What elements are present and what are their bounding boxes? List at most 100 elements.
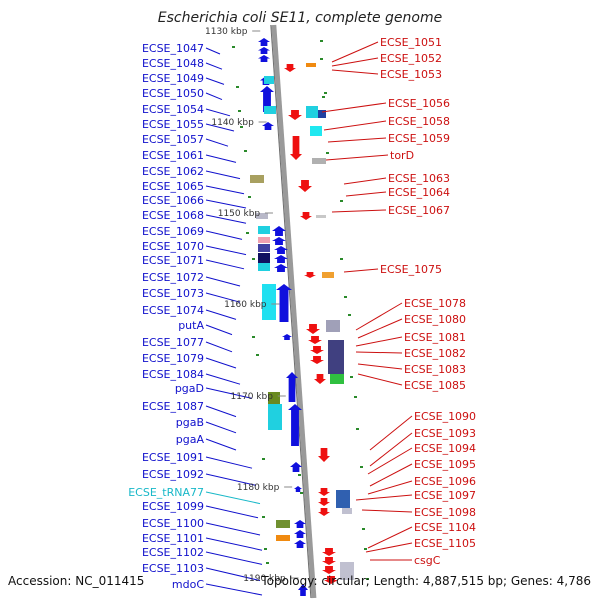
reverse-gene-arrow[interactable] <box>318 488 330 496</box>
gene-label-right[interactable]: ECSE_1058 <box>388 115 450 128</box>
gene-label-left[interactable]: ECSE_1091 <box>142 451 204 464</box>
gene-label-right[interactable]: ECSE_1094 <box>414 442 476 455</box>
grey-block[interactable] <box>312 158 326 164</box>
forward-gene-arrow[interactable] <box>294 486 302 492</box>
reverse-gene-arrow[interactable] <box>324 576 338 584</box>
gene-label-left[interactable]: ECSE_1061 <box>142 149 204 162</box>
reverse-gene-arrow[interactable] <box>300 212 312 220</box>
green-block[interactable] <box>330 374 344 384</box>
gene-label-left[interactable]: ECSE_1049 <box>142 72 204 85</box>
gene-label-left[interactable]: ECSE_1101 <box>142 532 204 545</box>
forward-gene-arrow[interactable] <box>290 462 302 472</box>
reverse-gene-arrow[interactable] <box>322 566 336 574</box>
grey-block[interactable] <box>326 320 340 332</box>
grey-block[interactable] <box>256 213 268 219</box>
gene-label-right[interactable]: ECSE_1083 <box>404 363 466 376</box>
forward-gene-arrow[interactable] <box>274 246 288 254</box>
reverse-gene-arrow[interactable] <box>322 548 336 556</box>
reverse-gene-arrow[interactable] <box>290 136 302 160</box>
reverse-gene-arrow[interactable] <box>310 356 324 364</box>
gene-label-right[interactable]: ECSE_1080 <box>404 313 466 326</box>
gene-label-right[interactable]: ECSE_1098 <box>414 506 476 519</box>
gene-label-right[interactable]: ECSE_1067 <box>388 204 450 217</box>
navy-block[interactable] <box>258 244 270 252</box>
gene-label-left[interactable]: pgaD <box>175 382 204 395</box>
olive-block[interactable] <box>276 520 290 528</box>
forward-gene-arrow[interactable] <box>288 404 302 446</box>
gene-label-left[interactable]: putA <box>178 319 204 332</box>
grey-block[interactable] <box>316 215 326 218</box>
gene-label-left[interactable]: pgaB <box>176 416 204 429</box>
orange-block[interactable] <box>322 272 334 278</box>
gene-label-left[interactable]: ECSE_1069 <box>142 225 204 238</box>
gene-label-left[interactable]: ECSE_1099 <box>142 500 204 513</box>
gene-label-left[interactable]: ECSE_1057 <box>142 133 204 146</box>
gene-label-left[interactable]: ECSE_1068 <box>142 209 204 222</box>
reverse-gene-arrow[interactable] <box>322 557 336 565</box>
reverse-gene-arrow[interactable] <box>310 346 324 354</box>
pink-block[interactable] <box>258 237 270 243</box>
orange-block[interactable] <box>276 535 290 541</box>
gene-label-left[interactable]: ECSE_1077 <box>142 336 204 349</box>
reverse-gene-arrow[interactable] <box>318 448 330 462</box>
forward-gene-arrow[interactable] <box>286 372 298 402</box>
reverse-gene-arrow[interactable] <box>284 64 296 72</box>
reverse-gene-arrow[interactable] <box>318 508 330 516</box>
forward-gene-arrow[interactable] <box>272 237 286 245</box>
forward-gene-arrow[interactable] <box>294 540 306 548</box>
gene-label-left[interactable]: ECSE_1102 <box>142 546 204 559</box>
gene-label-left[interactable]: ECSE_1070 <box>142 240 204 253</box>
gene-label-left[interactable]: mdoC <box>172 578 204 591</box>
gene-label-left[interactable]: ECSE_1054 <box>142 103 204 116</box>
cyan-block[interactable] <box>258 263 270 271</box>
forward-gene-arrow[interactable] <box>258 38 270 46</box>
gene-label-left[interactable]: ECSE_1073 <box>142 287 204 300</box>
reverse-gene-arrow[interactable] <box>306 324 320 334</box>
cyan-block[interactable] <box>268 404 282 430</box>
gene-label-right[interactable]: ECSE_1052 <box>380 52 442 65</box>
reverse-gene-arrow[interactable] <box>288 110 302 120</box>
gene-label-left[interactable]: ECSE_1062 <box>142 165 204 178</box>
cyan-block[interactable] <box>306 106 318 118</box>
reverse-gene-arrow[interactable] <box>304 272 316 278</box>
gene-label-right[interactable]: ECSE_1105 <box>414 537 476 550</box>
gene-label-left[interactable]: ECSE_1092 <box>142 468 204 481</box>
gene-label-right[interactable]: ECSE_1075 <box>380 263 442 276</box>
forward-gene-arrow[interactable] <box>260 86 274 112</box>
forward-gene-arrow[interactable] <box>258 47 270 54</box>
reverse-gene-arrow[interactable] <box>314 374 326 384</box>
gene-label-right[interactable]: ECSE_1051 <box>380 36 442 49</box>
gene-label-right[interactable]: ECSE_1096 <box>414 475 476 488</box>
navy-block[interactable] <box>318 110 326 118</box>
gene-label-left[interactable]: ECSE_1050 <box>142 87 204 100</box>
olive-block[interactable] <box>250 175 264 183</box>
navy-block[interactable] <box>258 253 270 263</box>
gene-label-left[interactable]: ECSE_1103 <box>142 562 204 575</box>
gene-label-left[interactable]: ECSE_tRNA77 <box>128 486 204 499</box>
gene-label-right[interactable]: ECSE_1053 <box>380 68 442 81</box>
gene-label-left[interactable]: ECSE_1100 <box>142 517 204 530</box>
reverse-gene-arrow[interactable] <box>318 498 330 506</box>
cyan-block[interactable] <box>264 76 274 84</box>
gene-label-left[interactable]: ECSE_1087 <box>142 400 204 413</box>
forward-gene-arrow[interactable] <box>298 584 308 596</box>
gene-label-left[interactable]: ECSE_1072 <box>142 271 204 284</box>
reverse-gene-arrow[interactable] <box>298 180 312 192</box>
forward-gene-arrow[interactable] <box>294 520 306 528</box>
forward-gene-arrow[interactable] <box>262 122 274 130</box>
forward-gene-arrow[interactable] <box>294 530 306 538</box>
gene-label-left[interactable]: pgaA <box>176 433 205 446</box>
olive-block[interactable] <box>268 392 280 404</box>
reverse-gene-arrow[interactable] <box>308 336 322 344</box>
gene-label-left[interactable]: ECSE_1055 <box>142 118 204 131</box>
cyan-block[interactable] <box>264 106 276 114</box>
gene-label-right[interactable]: ECSE_1064 <box>388 186 450 199</box>
gene-label-right[interactable]: ECSE_1056 <box>388 97 450 110</box>
gene-label-left[interactable]: ECSE_1047 <box>142 42 204 55</box>
gene-label-right[interactable]: ECSE_1078 <box>404 297 466 310</box>
forward-gene-arrow[interactable] <box>274 264 288 272</box>
gene-label-left[interactable]: ECSE_1065 <box>142 180 204 193</box>
forward-gene-arrow[interactable] <box>272 226 286 236</box>
forward-gene-arrow[interactable] <box>282 334 292 340</box>
gene-label-right[interactable]: ECSE_1095 <box>414 458 476 471</box>
